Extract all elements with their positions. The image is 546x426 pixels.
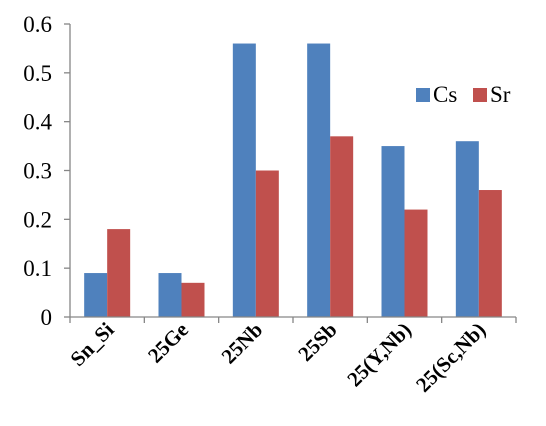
legend-label-sr: Sr <box>490 82 511 107</box>
y-ticks: 0 0.1 0.2 0.3 0.4 0.5 0.6 <box>23 12 70 330</box>
bar-sr-5 <box>404 209 428 317</box>
x-tick-label: 25(Y,Nb) <box>342 318 416 392</box>
bar-cs-1 <box>84 273 108 317</box>
legend: Cs Sr <box>416 82 511 107</box>
bar-sr-2 <box>181 282 205 317</box>
y-tick-label: 0.4 <box>23 110 52 135</box>
x-tick-label: Sn_Si <box>65 317 118 370</box>
y-tick-label: 0.2 <box>23 207 52 232</box>
x-tick-label: 25Ge <box>143 318 193 368</box>
bars-layer <box>84 43 502 317</box>
bar-cs-5 <box>381 146 405 317</box>
legend-swatch-cs <box>416 88 430 102</box>
bar-cs-2 <box>158 273 182 317</box>
y-tick-label: 0.3 <box>23 159 52 184</box>
legend-label-cs: Cs <box>433 82 457 107</box>
legend-swatch-sr <box>473 88 487 102</box>
bar-sr-3 <box>255 170 279 317</box>
y-tick-label: 0 <box>41 305 53 330</box>
bar-sr-4 <box>330 136 354 317</box>
bar-cs-4 <box>307 43 331 317</box>
bar-sr-1 <box>107 229 131 317</box>
y-tick-label: 0.1 <box>23 256 52 281</box>
bar-cs-6 <box>455 141 479 317</box>
x-ticks: Sn_Si 25Ge 25Nb 25Sb 25(Y,Nb)25(Sc,Nb) <box>65 317 517 397</box>
bar-cs-3 <box>232 43 256 317</box>
x-tick-label: 25Nb <box>217 318 268 369</box>
y-tick-label: 0.6 <box>23 12 52 37</box>
axes-layer <box>69 24 516 318</box>
bar-sr-6 <box>478 190 502 317</box>
x-tick-label: 25(Sc,Nb) <box>411 318 490 397</box>
y-tick-label: 0.5 <box>23 61 52 86</box>
x-tick-label: 25Sb <box>293 318 341 366</box>
